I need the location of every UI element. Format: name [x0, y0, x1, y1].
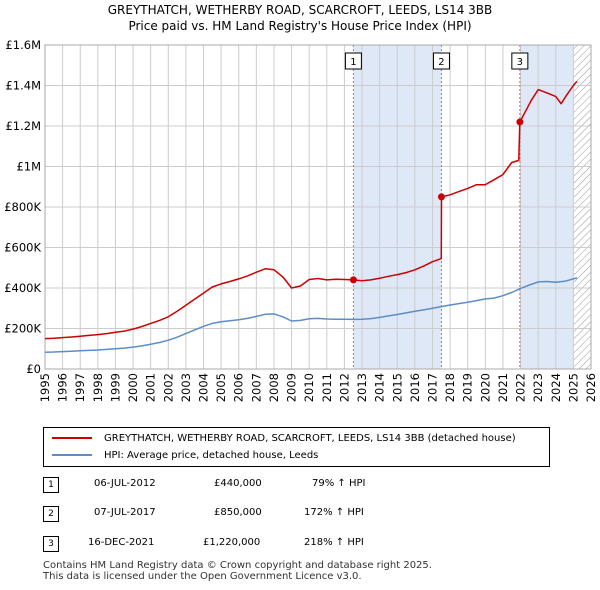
- x-tick-label: 1999: [108, 373, 122, 402]
- footer: Contains HM Land Registry data © Crown c…: [43, 560, 432, 582]
- y-tick-label: £1.6M: [5, 38, 41, 52]
- legend: GREYTHATCH, WETHERBY ROAD, SCARCROFT, LE…: [43, 427, 550, 467]
- y-tick-label: £600K: [4, 241, 41, 255]
- transaction-date: 07-JUL-2017: [94, 507, 156, 518]
- x-tick-label: 1998: [91, 373, 105, 402]
- transaction-number: 3: [43, 536, 59, 552]
- x-tick-label: 2005: [214, 373, 228, 402]
- x-tick-label: 2014: [373, 373, 387, 402]
- chart-subtitle: Price paid vs. HM Land Registry's House …: [128, 19, 472, 33]
- x-tick-label: 2006: [232, 373, 246, 402]
- hpi-line: [44, 277, 578, 353]
- legend-swatch-property: [52, 437, 92, 439]
- x-tick-label: 2016: [408, 373, 422, 402]
- x-tick-label: 2018: [443, 373, 457, 402]
- transaction-price: £1,220,000: [203, 537, 261, 548]
- x-tick-label: 2017: [425, 373, 439, 402]
- x-tick-label: 1996: [56, 373, 70, 402]
- property-price-line: [44, 80, 578, 340]
- y-tick-label: £200K: [4, 322, 41, 336]
- legend-label-property: GREYTHATCH, WETHERBY ROAD, SCARCROFT, LE…: [104, 432, 516, 444]
- transaction-marker-label: 1: [350, 57, 356, 68]
- y-tick-label: £0: [26, 362, 41, 376]
- plot-frame: [44, 44, 592, 370]
- transaction-marker-box: [511, 52, 529, 70]
- transaction-marker-label: 3: [517, 57, 523, 68]
- x-tick-label: 2007: [249, 373, 263, 402]
- x-tick-label: 1995: [38, 373, 52, 402]
- x-tick-label: 2015: [390, 373, 404, 402]
- y-tick-label: £1M: [16, 160, 41, 174]
- x-tick-label: 2001: [144, 373, 158, 402]
- x-tick-label: 2025: [566, 373, 580, 402]
- x-tick-label: 2023: [531, 373, 545, 402]
- transaction-price: £440,000: [214, 478, 262, 489]
- transaction-marker-label: 2: [438, 57, 444, 68]
- price-chart: £0 £200K £400K £600K £800K £1M £1.2M £1.4M £1.6M…: [4, 38, 598, 402]
- table-row: 2 07-JUL-2017 £850,000 172% ↑ HPI: [0, 503, 600, 525]
- x-tick-label: 2009: [285, 373, 299, 402]
- x-tick-label: 2021: [496, 373, 510, 402]
- transaction-hpi: 79% ↑ HPI: [312, 478, 366, 489]
- transaction-number: 1: [43, 477, 59, 493]
- x-tick-label: 2022: [514, 373, 528, 402]
- y-tick-label: £400K: [4, 281, 41, 295]
- x-tick-label: 2026: [584, 373, 598, 402]
- chart-title: GREYTHATCH, WETHERBY ROAD, SCARCROFT, LE…: [107, 3, 493, 17]
- transaction-date: 16-DEC-2021: [88, 537, 155, 548]
- x-tick-label: 2004: [197, 373, 211, 402]
- legend-item-hpi: HPI: Average price, detached house, Leed…: [52, 447, 318, 463]
- x-tick-label: 2003: [179, 373, 193, 402]
- x-tick-label: 2020: [478, 373, 492, 402]
- table-row: 3 16-DEC-2021 £1,220,000 218% ↑ HPI: [0, 533, 600, 555]
- x-tick-label: 2010: [302, 373, 316, 402]
- transaction-price: £850,000: [214, 507, 262, 518]
- x-tick-label: 2024: [549, 373, 563, 402]
- transaction-marker-box: [432, 52, 450, 70]
- transaction-hpi: 218% ↑ HPI: [304, 537, 364, 548]
- x-tick-label: 2000: [126, 373, 140, 402]
- transaction-point: [349, 276, 357, 284]
- transaction-number: 2: [43, 506, 59, 522]
- x-tick-label: 2019: [461, 373, 475, 402]
- x-tick-label: 2011: [320, 373, 334, 402]
- x-tick-label: 1997: [73, 373, 87, 402]
- transaction-date: 06-JUL-2012: [94, 478, 156, 489]
- x-tick-label: 2002: [161, 373, 175, 402]
- y-tick-label: £800K: [4, 200, 41, 214]
- legend-item-property: GREYTHATCH, WETHERBY ROAD, SCARCROFT, LE…: [52, 430, 516, 446]
- transaction-point: [516, 118, 524, 126]
- x-tick-label: 2012: [337, 373, 351, 402]
- footer-licence: This data is licensed under the Open Gov…: [43, 571, 362, 582]
- legend-label-hpi: HPI: Average price, detached house, Leed…: [104, 449, 319, 461]
- x-tick-label: 2013: [355, 373, 369, 402]
- transaction-point: [437, 193, 445, 201]
- legend-swatch-hpi: [52, 454, 92, 456]
- y-tick-label: £1.4M: [5, 79, 41, 93]
- x-tick-label: 2008: [267, 373, 281, 402]
- transaction-hpi: 172% ↑ HPI: [304, 507, 364, 518]
- y-tick-label: £1.2M: [5, 119, 41, 133]
- footer-copyright: Contains HM Land Registry data © Crown c…: [43, 560, 432, 571]
- table-row: 1 06-JUL-2012 £440,000 79% ↑ HPI: [0, 474, 600, 496]
- transaction-marker-box: [344, 52, 362, 70]
